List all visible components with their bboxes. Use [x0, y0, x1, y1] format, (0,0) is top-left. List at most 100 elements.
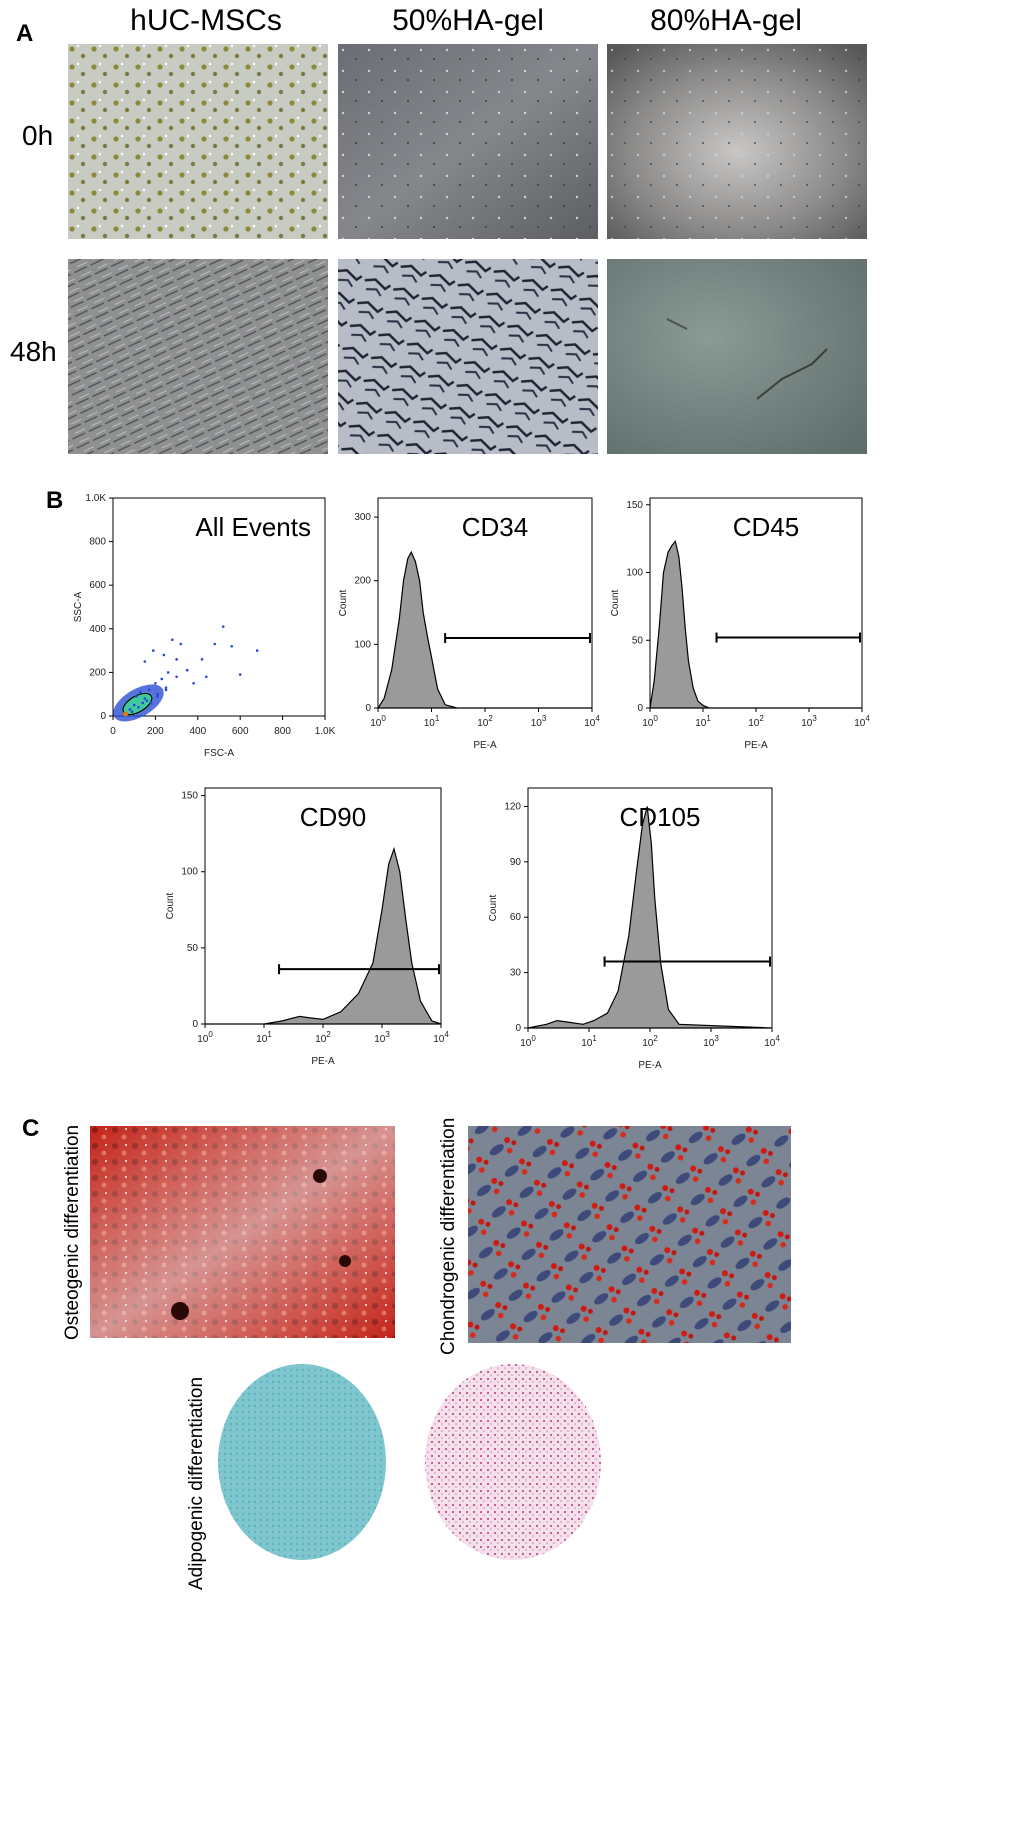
y-tick-label: 200	[354, 576, 371, 587]
scatter-point	[162, 653, 166, 657]
y-tick-label: 150	[181, 791, 198, 802]
chart-title: CD90	[300, 802, 366, 832]
x-tick-label: 400	[189, 726, 206, 737]
chondrogenic-stain-image	[468, 1126, 791, 1343]
scatter-point	[141, 701, 144, 705]
y-axis-label: Count	[165, 892, 176, 919]
scatter-point	[230, 644, 234, 648]
scatter-point	[145, 699, 149, 703]
scatter-point	[213, 642, 217, 646]
x-axis-label: FSC-A	[204, 748, 234, 759]
micrograph-huc-mscs-48h	[68, 259, 328, 454]
x-tick-label: 102	[477, 714, 493, 729]
y-axis-label: Count	[610, 589, 621, 616]
scatter-point	[238, 673, 242, 676]
x-tick-label: 103	[374, 1030, 390, 1045]
y-tick-label: 100	[181, 867, 198, 878]
x-tick-label: 101	[581, 1034, 597, 1049]
row-header-48h: 48h	[10, 336, 57, 367]
x-axis-label: PE-A	[311, 1056, 335, 1067]
x-tick-label: 100	[370, 714, 386, 729]
panel-letter-a: A	[16, 20, 34, 47]
y-tick-label: 100	[354, 639, 371, 650]
panel-letter-c: C	[22, 1115, 40, 1142]
x-tick-label: 600	[232, 726, 249, 737]
histogram-area	[376, 550, 592, 709]
scatter-point	[160, 677, 164, 681]
histogram-area	[649, 540, 862, 709]
scatter-point	[175, 675, 178, 679]
y-tick-label: 0	[365, 703, 371, 714]
scatter-point	[221, 625, 225, 628]
micrograph-50-ha-gel-0h	[338, 44, 598, 239]
scatter-point	[132, 703, 136, 707]
y-tick-label: 50	[187, 943, 199, 954]
scatter-point	[185, 668, 189, 672]
y-tick-label: 800	[89, 537, 106, 548]
histogram-area	[205, 846, 442, 1025]
micrograph-80-ha-gel-48h	[607, 259, 867, 454]
scatter-point	[154, 682, 157, 685]
scatter-point	[143, 697, 147, 700]
micrograph-80-ha-gel-0h	[607, 44, 867, 239]
label-osteogenic-differentiation: Osteogenic differentiation	[62, 1124, 83, 1340]
label-adipogenic-differentiation: Adipogenic differentiation	[186, 1376, 207, 1590]
y-tick-label: 1.0K	[85, 493, 106, 504]
x-tick-label: 102	[748, 714, 764, 729]
scatter-point	[192, 682, 195, 685]
scatter-point	[179, 642, 183, 646]
scatter-point	[175, 658, 178, 661]
scatter-point	[151, 649, 155, 652]
x-tick-label: 100	[520, 1034, 536, 1049]
x-tick-label: 102	[315, 1030, 331, 1045]
chart-title: CD45	[733, 512, 799, 542]
scatter-point	[137, 705, 140, 709]
scatter-all-events: All Events 0 200 400 600 800 1.0K 0 200 400 600 800…	[73, 493, 336, 759]
scatter-point	[135, 695, 138, 698]
y-tick-label: 600	[89, 580, 106, 591]
micrograph-50-ha-gel-48h	[338, 259, 598, 454]
histogram-cd105: CD105 0 30 60 90 120 100 101 102 103 104 PE-A Count	[488, 787, 780, 1071]
scatter-point	[156, 692, 159, 696]
x-tick-label: 1.0K	[315, 726, 336, 737]
y-tick-label: 50	[632, 635, 644, 646]
x-tick-label: 102	[642, 1034, 658, 1049]
x-tick-label: 104	[584, 714, 600, 729]
x-tick-label: 104	[433, 1030, 449, 1045]
y-tick-label: 0	[637, 703, 643, 714]
adipogenic-pink-stain-disc	[423, 1362, 603, 1562]
micrograph-huc-mscs-0h	[68, 44, 328, 239]
scatter-point	[164, 688, 168, 692]
scatter-point	[139, 690, 142, 694]
scatter-point	[123, 711, 129, 717]
y-axis-label: Count	[338, 589, 349, 616]
histogram-cd45: CD45 0 50 100 150 100 101 102 103 104 PE-A Count	[610, 497, 870, 751]
scatter-point	[156, 695, 159, 698]
x-tick-label: 101	[256, 1030, 272, 1045]
y-tick-label: 300	[354, 512, 371, 523]
scatter-point	[204, 675, 208, 679]
column-header-50-ha-gel: 50%HA-gel	[392, 4, 544, 37]
osteogenic-stain-image	[90, 1126, 395, 1338]
x-axis-label: PE-A	[744, 740, 768, 751]
y-axis-label: Count	[488, 894, 499, 921]
scatter-point	[143, 660, 147, 663]
y-tick-label: 120	[504, 801, 521, 812]
x-tick-label: 103	[801, 714, 817, 729]
scatter-point	[255, 649, 259, 652]
scatter-point	[147, 688, 151, 692]
gate-outline	[122, 692, 153, 716]
histogram-cd90: CD90 0 50 100 150 100 101 102 103 104 PE-A Count	[165, 787, 449, 1067]
y-tick-label: 0	[100, 711, 106, 722]
y-tick-label: 90	[510, 857, 522, 868]
scatter-point	[149, 701, 153, 705]
chart-title: CD34	[462, 512, 528, 542]
column-header-80-ha-gel: 80%HA-gel	[650, 4, 802, 37]
scatter-point	[128, 708, 132, 711]
row-header-0h: 0h	[22, 120, 54, 151]
plot-frame	[112, 497, 326, 717]
adipogenic-alcian-blue-disc	[217, 1362, 387, 1562]
column-header-huc-mscs: hUC-MSCs	[130, 4, 282, 37]
x-tick-label: 103	[531, 714, 547, 729]
